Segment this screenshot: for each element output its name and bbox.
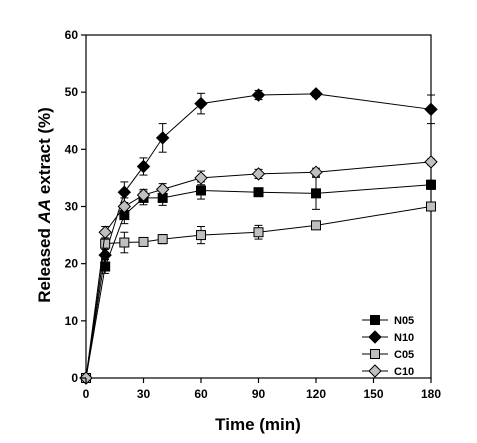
series-c10 <box>79 155 438 385</box>
legend-marker <box>370 315 380 325</box>
data-point-n10 <box>194 96 208 111</box>
data-point-c05 <box>138 236 149 247</box>
legend-marker <box>370 349 380 359</box>
y-tick-label: 20 <box>65 257 79 271</box>
data-point-n10 <box>136 159 151 174</box>
y-tick-label: 40 <box>65 142 79 156</box>
data-point-c05 <box>196 230 206 241</box>
legend-label: N10 <box>394 332 414 344</box>
y-axis-title-part-3: extract (%) <box>35 107 54 199</box>
x-tick-label: 90 <box>252 387 266 401</box>
y-tick-label: 10 <box>65 314 79 328</box>
legend-item-n10: N10 <box>362 330 414 344</box>
data-point-c10 <box>98 225 112 239</box>
data-point-c05 <box>426 201 436 212</box>
y-axis-title-part-2: AA <box>35 199 54 225</box>
data-point-n05 <box>196 185 206 196</box>
plot-border <box>85 34 432 379</box>
legend-label: C10 <box>394 366 414 378</box>
series-layer <box>79 87 438 385</box>
data-point-c05 <box>119 237 130 248</box>
data-point-n10 <box>155 131 170 145</box>
y-tick-label: 50 <box>65 85 79 99</box>
data-point-c10 <box>117 199 132 214</box>
x-tick-label: 150 <box>363 387 383 401</box>
data-point-c10 <box>155 182 170 197</box>
data-point-n10 <box>98 248 112 262</box>
data-point-c10 <box>309 165 323 179</box>
data-point-n10 <box>251 88 266 102</box>
y-axis-title: Released AA extract (%) <box>35 107 54 303</box>
data-point-c05 <box>157 234 168 245</box>
data-point-c10 <box>251 167 266 181</box>
data-point-c10 <box>136 188 151 202</box>
axes-layer: 0 30 60 90 120 150 180 0 10 20 30 40 50 60 <box>65 28 442 401</box>
data-point-c10 <box>194 171 208 185</box>
x-tick-label: 30 <box>137 387 151 401</box>
legend-marker <box>368 364 382 378</box>
data-point-c10 <box>424 155 438 169</box>
data-point-n10 <box>424 102 438 117</box>
data-point-n05 <box>311 188 321 199</box>
legend-label: N05 <box>394 315 414 327</box>
data-point-c05 <box>100 238 111 249</box>
x-tick-label: 60 <box>194 387 208 401</box>
y-tick-label: 0 <box>71 371 78 385</box>
data-point-n05 <box>253 187 264 198</box>
data-point-c05 <box>311 220 321 231</box>
legend-marker <box>368 330 382 344</box>
legend-item-c05: C05 <box>362 349 414 361</box>
legend-label: C05 <box>394 349 414 361</box>
series-c05 <box>81 201 436 383</box>
legend-item-c10: C10 <box>362 364 414 378</box>
legend: N05 N10 C05 C10 <box>362 315 414 378</box>
x-tick-label: 120 <box>306 387 326 401</box>
data-point-c05 <box>253 227 264 238</box>
y-tick-label: 60 <box>65 28 79 42</box>
x-axis-title: Time (min) <box>215 415 301 434</box>
plot-frame <box>85 34 432 379</box>
x-tick-label: 180 <box>421 387 441 401</box>
data-point-n05 <box>426 179 436 190</box>
y-axis-title-part-1: Released <box>35 223 54 302</box>
y-tick-label: 30 <box>65 200 79 214</box>
data-point-n10 <box>117 185 132 199</box>
data-point-n10 <box>309 87 323 101</box>
series-n05 <box>81 176 436 383</box>
legend-item-n05: N05 <box>362 315 414 327</box>
x-tick-label: 0 <box>83 387 90 401</box>
